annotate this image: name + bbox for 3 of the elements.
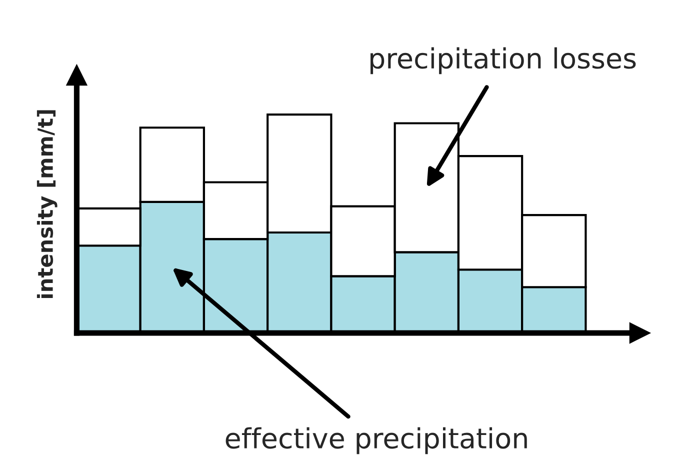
text: precipitation losses: [370, 47, 636, 74]
y-axis-title: intensity [mm/t]: [36, 110, 58, 298]
text: effective precipitation: [226, 427, 527, 454]
